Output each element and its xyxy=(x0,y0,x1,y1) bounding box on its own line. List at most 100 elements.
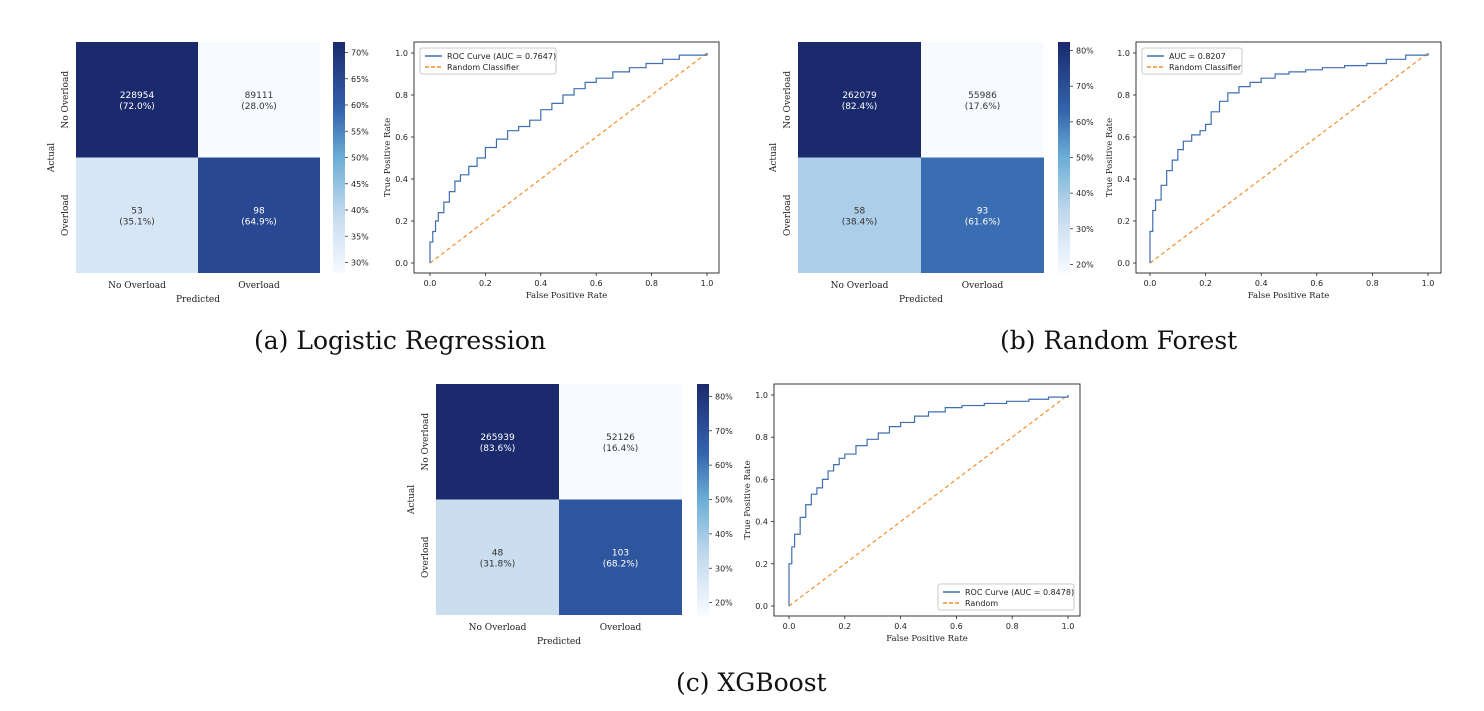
heatmap-y-tick-label: No Overload xyxy=(421,413,431,471)
heatmap-cell xyxy=(76,157,198,273)
roc-y-tick-label: 0.6 xyxy=(1117,133,1130,142)
roc-x-axis-label: False Positive Rate xyxy=(1248,291,1330,301)
heatmap-cell-percent: (68.2%) xyxy=(603,559,639,569)
caption-xgboost: (c) XGBoost xyxy=(676,668,827,697)
roc-x-tick-label: 1.0 xyxy=(1062,622,1075,631)
heatmap-cell-count: 89111 xyxy=(245,91,274,101)
roc-y-tick-label: 0.8 xyxy=(395,91,408,100)
heatmap-cell-percent: (82.4%) xyxy=(842,102,878,112)
roc-x-tick-label: 0.4 xyxy=(894,622,907,631)
roc-y-tick-label: 0.0 xyxy=(395,259,408,268)
heatmap-x-tick-label: No Overload xyxy=(469,623,527,633)
colorbar-tick-label: 20% xyxy=(1076,260,1094,269)
colorbar-tick-label: 70% xyxy=(351,49,369,58)
roc-y-tick-label: 0.0 xyxy=(1117,259,1130,268)
colorbar-tick-label: 65% xyxy=(351,75,369,84)
roc-x-tick-label: 0.8 xyxy=(1366,279,1379,288)
heatmap-cell-percent: (64.9%) xyxy=(241,217,277,227)
legend-random-label: Random Classifier xyxy=(447,63,520,72)
heatmap-cell-percent: (17.6%) xyxy=(965,102,1001,112)
roc-x-tick-label: 0.8 xyxy=(1006,622,1019,631)
colorbar-tick-label: 40% xyxy=(715,530,733,539)
heatmap-x-tick-label: No Overload xyxy=(831,281,889,291)
roc-y-tick-label: 0.4 xyxy=(755,518,768,527)
colorbar-tick-label: 40% xyxy=(351,206,369,215)
roc-y-tick-label: 0.6 xyxy=(755,475,768,484)
roc-x-axis-label: False Positive Rate xyxy=(526,291,608,301)
roc-y-tick-label: 0.2 xyxy=(755,560,768,569)
roc-legend-box xyxy=(937,583,1075,611)
colorbar-tick-label: 45% xyxy=(351,180,369,189)
heatmap-cell-count: 262079 xyxy=(842,91,877,101)
roc-plot-frame xyxy=(1135,41,1442,274)
colorbar-tick-label: 60% xyxy=(351,101,369,110)
heatmap-y-tick-label: Overload xyxy=(421,536,431,578)
heatmap-cell-count: 53 xyxy=(131,206,142,216)
legend-roc-label: AUC = 0.8207 xyxy=(1169,52,1226,61)
roc-x-tick-label: 0.8 xyxy=(645,279,658,288)
colorbar-tick-label: 80% xyxy=(1076,47,1094,56)
heatmap-y-tick-label: Overload xyxy=(783,194,793,236)
colorbar-tick-label: 80% xyxy=(715,392,733,401)
random-classifier-line xyxy=(429,52,708,264)
heatmap-cell-percent: (61.6%) xyxy=(965,217,1001,227)
colorbar-tick-label: 50% xyxy=(1076,154,1094,163)
heatmap-cell-count: 103 xyxy=(612,548,629,558)
heatmap-x-title: Predicted xyxy=(176,295,220,305)
panel-1: 262079(82.4%) 55986(17.6%) 58(38.4%) 93(61.… xyxy=(769,41,1442,305)
roc-y-tick-label: 0.0 xyxy=(755,602,768,611)
panel-0: 228954(72.0%) 89111(28.0%) 53(35.1%) 98(64.… xyxy=(47,41,720,305)
roc-x-tick-label: 1.0 xyxy=(701,279,714,288)
caption-random-forest: (b) Random Forest xyxy=(1000,326,1238,355)
legend-random-label: Random xyxy=(965,599,998,608)
heatmap-x-tick-label: Overload xyxy=(238,281,280,291)
colorbar-tick-label: 55% xyxy=(351,127,369,136)
roc-plot-frame xyxy=(413,41,720,274)
roc-y-tick-label: 0.2 xyxy=(1117,217,1130,226)
roc-y-tick-label: 0.8 xyxy=(755,433,768,442)
roc-plot-frame xyxy=(773,383,1081,617)
heatmap-cell-count: 265939 xyxy=(480,433,515,443)
heatmap-y-tick-label: No Overload xyxy=(61,71,71,129)
heatmap-x-tick-label: No Overload xyxy=(108,281,166,291)
roc-x-tick-label: 0.0 xyxy=(1144,279,1157,288)
colorbar-tick-label: 30% xyxy=(715,564,733,573)
random-classifier-line xyxy=(788,394,1069,607)
heatmap-cell xyxy=(76,42,198,158)
roc-y-axis-label: True Positive Rate xyxy=(383,118,393,197)
roc-x-tick-label: 0.6 xyxy=(1310,279,1323,288)
heatmap-cell xyxy=(436,499,559,615)
colorbar-tick-label: 40% xyxy=(1076,189,1094,198)
heatmap-cell-percent: (16.4%) xyxy=(603,444,639,454)
roc-x-tick-label: 0.4 xyxy=(1255,279,1268,288)
legend-random-label: Random Classifier xyxy=(1169,63,1242,72)
colorbar-tick-label: 30% xyxy=(1076,225,1094,234)
heatmap-cell xyxy=(198,42,320,158)
heatmap-cell-count: 58 xyxy=(854,206,866,216)
roc-x-tick-label: 0.6 xyxy=(950,622,963,631)
caption-logistic-regression: (a) Logistic Regression xyxy=(254,326,547,355)
heatmap-x-tick-label: Overload xyxy=(600,623,642,633)
colorbar-tick-label: 60% xyxy=(1076,118,1094,127)
colorbar-tick-label: 50% xyxy=(351,154,369,163)
colorbar-tick-label: 30% xyxy=(351,259,369,268)
colorbar-tick-label: 70% xyxy=(1076,82,1094,91)
roc-x-tick-label: 0.2 xyxy=(479,279,492,288)
roc-x-tick-label: 0.2 xyxy=(1199,279,1212,288)
roc-curve-line xyxy=(788,395,1069,606)
colorbar xyxy=(697,384,709,615)
heatmap-cell-percent: (38.4%) xyxy=(842,217,878,227)
heatmap-cell xyxy=(559,384,682,500)
heatmap-cell xyxy=(921,157,1044,273)
roc-legend-box xyxy=(419,47,557,75)
heatmap-cell xyxy=(198,157,320,273)
colorbar-tick-label: 70% xyxy=(715,427,733,436)
colorbar xyxy=(333,42,345,273)
roc-y-tick-label: 0.4 xyxy=(395,175,408,184)
heatmap-cell-count: 98 xyxy=(253,206,265,216)
heatmap-cell-percent: (28.0%) xyxy=(241,102,277,112)
heatmap-y-title: Actual xyxy=(47,143,57,173)
colorbar-tick-label: 35% xyxy=(351,232,369,241)
heatmap-cell-percent: (31.8%) xyxy=(480,559,516,569)
